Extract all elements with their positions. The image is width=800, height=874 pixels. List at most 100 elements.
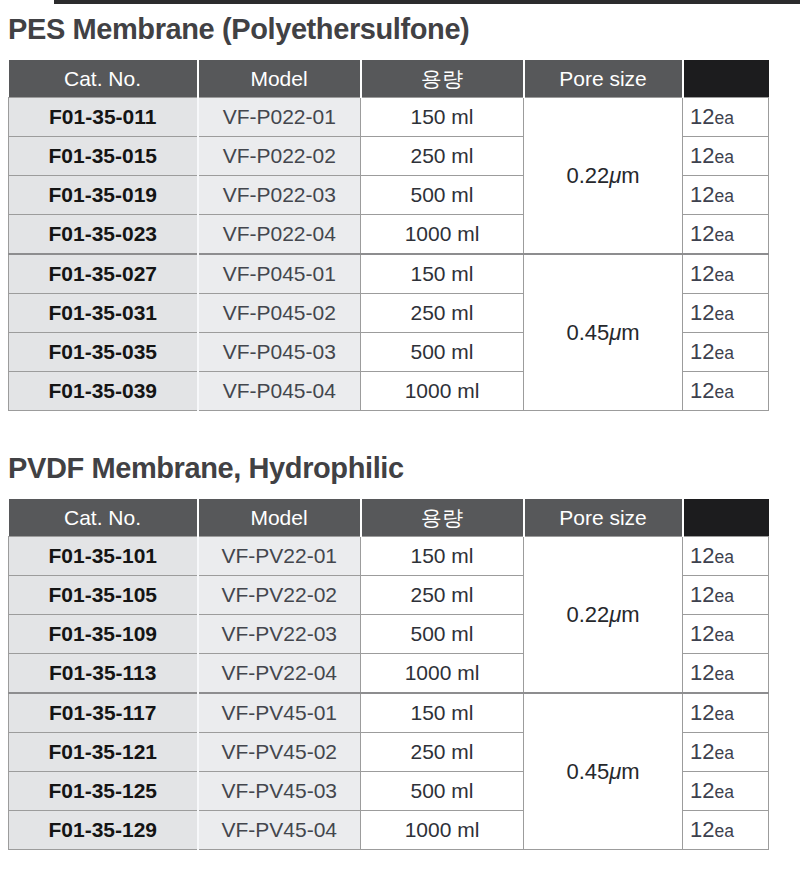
pore-size-unit: m	[621, 602, 639, 627]
model-cell: VF-PV45-04	[198, 811, 361, 850]
cat-no-cell: F01-35-023	[9, 215, 198, 255]
table-row: F01-35-027 VF-P045-01 150 ml 0.45μm 12ea	[9, 254, 769, 294]
model-cell: VF-P045-02	[198, 294, 361, 333]
cat-no-cell: F01-35-031	[9, 294, 198, 333]
table-row: F01-35-117 VF-PV45-01 150 ml 0.45μm 12ea	[9, 693, 769, 733]
cat-no-cell: F01-35-101	[9, 537, 198, 576]
qty-unit: ea	[714, 586, 733, 606]
pore-size-value: 0.22	[566, 163, 609, 188]
cat-no-cell: F01-35-125	[9, 772, 198, 811]
qty-number: 12	[690, 378, 714, 403]
qty-unit: ea	[714, 821, 733, 841]
volume-cell: 500 ml	[361, 176, 524, 215]
cat-no-cell: F01-35-039	[9, 372, 198, 411]
col-header-model: Model	[198, 60, 361, 98]
pes-membrane-table: Cat. No. Model 용량 Pore size F01-35-011 V…	[8, 60, 769, 411]
qty-unit: ea	[714, 382, 733, 402]
qty-cell: 12ea	[683, 615, 769, 654]
qty-cell: 12ea	[683, 654, 769, 694]
model-cell: VF-PV45-02	[198, 733, 361, 772]
qty-unit: ea	[714, 704, 733, 724]
qty-number: 12	[690, 739, 714, 764]
col-header-pore-size: Pore size	[524, 499, 683, 537]
model-cell: VF-PV22-01	[198, 537, 361, 576]
micro-symbol: μ	[609, 602, 621, 627]
qty-cell: 12ea	[683, 254, 769, 294]
page-top-rule	[54, 0, 800, 4]
cat-no-cell: F01-35-027	[9, 254, 198, 294]
qty-unit: ea	[714, 743, 733, 763]
volume-cell: 500 ml	[361, 615, 524, 654]
volume-cell: 500 ml	[361, 772, 524, 811]
qty-cell: 12ea	[683, 537, 769, 576]
cat-no-cell: F01-35-109	[9, 615, 198, 654]
volume-cell: 500 ml	[361, 333, 524, 372]
page-title: PES Membrane (Polyethersulfone)	[8, 12, 800, 46]
model-cell: VF-PV22-02	[198, 576, 361, 615]
model-cell: VF-P022-04	[198, 215, 361, 255]
col-header-pore-size: Pore size	[524, 60, 683, 98]
qty-cell: 12ea	[683, 333, 769, 372]
model-cell: VF-PV22-03	[198, 615, 361, 654]
qty-unit: ea	[714, 108, 733, 128]
qty-cell: 12ea	[683, 372, 769, 411]
qty-cell: 12ea	[683, 215, 769, 255]
qty-number: 12	[690, 221, 714, 246]
catalog-page: PES Membrane (Polyethersulfone) Cat. No.…	[0, 0, 800, 850]
qty-cell: 12ea	[683, 294, 769, 333]
volume-cell: 150 ml	[361, 98, 524, 137]
col-header-volume: 용량	[361, 499, 524, 537]
pore-size-unit: m	[621, 163, 639, 188]
qty-cell: 12ea	[683, 137, 769, 176]
qty-number: 12	[690, 104, 714, 129]
volume-cell: 250 ml	[361, 137, 524, 176]
model-cell: VF-PV22-04	[198, 654, 361, 694]
qty-unit: ea	[714, 547, 733, 567]
col-header-cat-no: Cat. No.	[9, 60, 198, 98]
pore-size-value: 0.45	[566, 320, 609, 345]
qty-number: 12	[690, 182, 714, 207]
qty-unit: ea	[714, 664, 733, 684]
qty-unit: ea	[714, 225, 733, 245]
qty-unit: ea	[714, 782, 733, 802]
cat-no-cell: F01-35-105	[9, 576, 198, 615]
micro-symbol: μ	[609, 320, 621, 345]
section-pvdf-membrane: PVDF Membrane, Hydrophilic Cat. No. Mode…	[8, 451, 800, 850]
qty-unit: ea	[714, 625, 733, 645]
page-title: PVDF Membrane, Hydrophilic	[8, 451, 800, 485]
qty-cell: 12ea	[683, 176, 769, 215]
volume-cell: 250 ml	[361, 576, 524, 615]
volume-cell: 250 ml	[361, 294, 524, 333]
qty-number: 12	[690, 660, 714, 685]
volume-cell: 1000 ml	[361, 811, 524, 850]
pore-size-value: 0.45	[566, 759, 609, 784]
volume-cell: 1000 ml	[361, 654, 524, 694]
col-header-model: Model	[198, 499, 361, 537]
volume-cell: 250 ml	[361, 733, 524, 772]
qty-cell: 12ea	[683, 693, 769, 733]
qty-number: 12	[690, 143, 714, 168]
cat-no-cell: F01-35-129	[9, 811, 198, 850]
pore-size-unit: m	[621, 320, 639, 345]
model-cell: VF-P022-01	[198, 98, 361, 137]
qty-number: 12	[690, 300, 714, 325]
col-header-qty	[683, 499, 769, 537]
qty-number: 12	[690, 582, 714, 607]
cat-no-cell: F01-35-011	[9, 98, 198, 137]
volume-cell: 150 ml	[361, 693, 524, 733]
qty-cell: 12ea	[683, 772, 769, 811]
cat-no-cell: F01-35-035	[9, 333, 198, 372]
micro-symbol: μ	[609, 759, 621, 784]
cat-no-cell: F01-35-117	[9, 693, 198, 733]
cat-no-cell: F01-35-019	[9, 176, 198, 215]
pore-size-unit: m	[621, 759, 639, 784]
table-row: F01-35-011 VF-P022-01 150 ml 0.22μm 12ea	[9, 98, 769, 137]
qty-unit: ea	[714, 265, 733, 285]
col-header-cat-no: Cat. No.	[9, 499, 198, 537]
qty-unit: ea	[714, 343, 733, 363]
model-cell: VF-P045-01	[198, 254, 361, 294]
model-cell: VF-PV45-01	[198, 693, 361, 733]
cat-no-cell: F01-35-121	[9, 733, 198, 772]
qty-number: 12	[690, 778, 714, 803]
cat-no-cell: F01-35-015	[9, 137, 198, 176]
